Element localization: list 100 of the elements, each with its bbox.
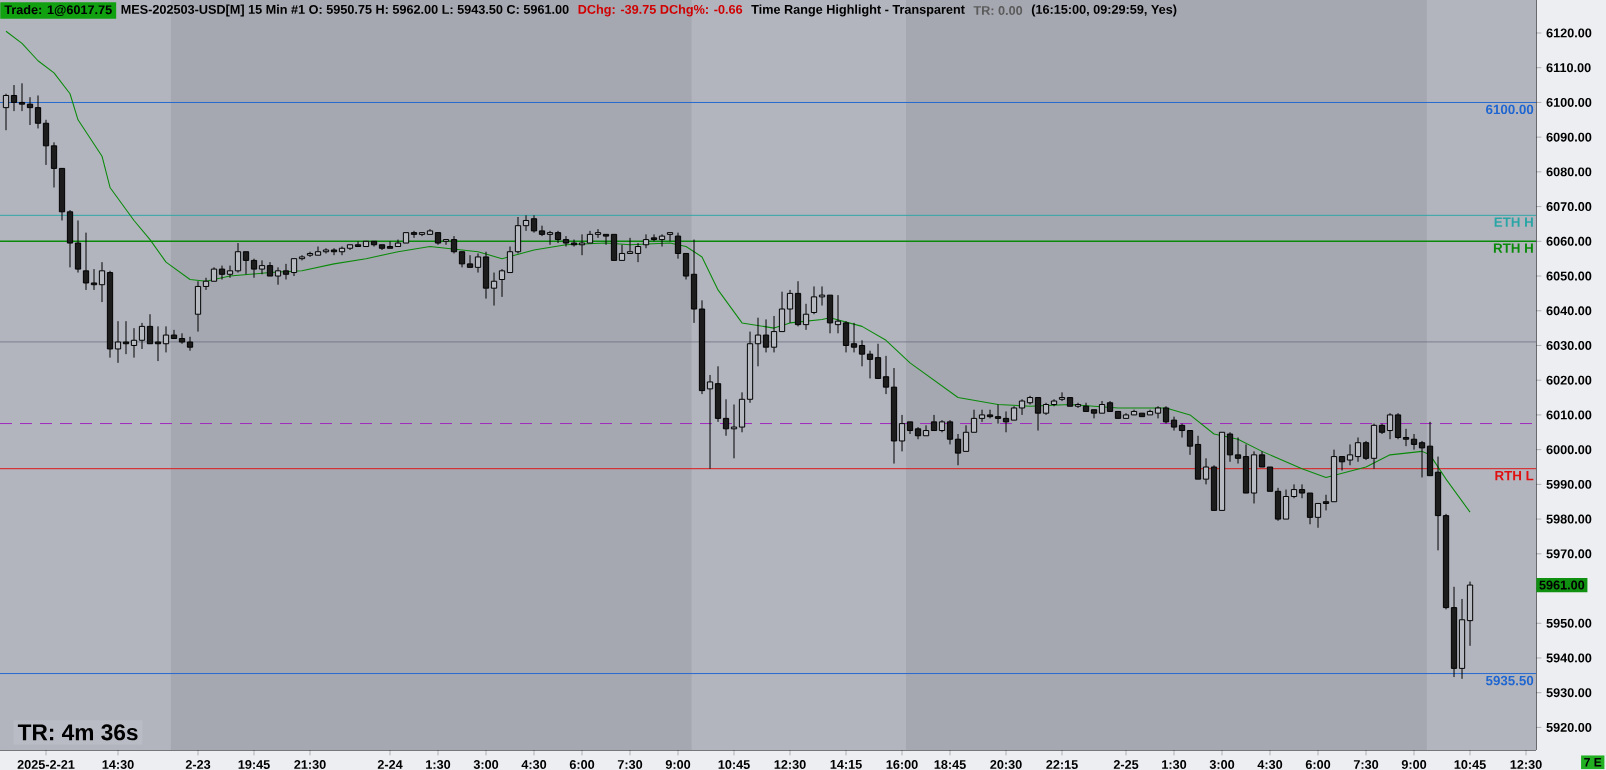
candlestick bbox=[1018, 398, 1026, 416]
candlestick bbox=[1074, 402, 1082, 409]
candlestick bbox=[122, 320, 130, 355]
candlestick bbox=[194, 280, 202, 333]
y-tick-label: 6080.00 bbox=[1546, 167, 1592, 177]
candlestick bbox=[850, 322, 858, 353]
candlestick bbox=[1290, 483, 1298, 499]
candlestick bbox=[714, 365, 722, 423]
candlestick bbox=[1370, 423, 1378, 470]
x-tick-label: 14:30 bbox=[102, 760, 134, 770]
candlestick bbox=[946, 419, 954, 445]
candlestick bbox=[514, 216, 522, 254]
candlestick bbox=[1402, 428, 1410, 447]
candlestick bbox=[546, 230, 554, 246]
x-tick-label: 14:15 bbox=[830, 760, 862, 769]
candlestick bbox=[130, 327, 138, 359]
annotation: DChg: -39.75 DChg%: -0.66 bbox=[578, 4, 743, 17]
candlestick bbox=[498, 268, 506, 298]
y-tick-label: 6090.00 bbox=[1546, 132, 1592, 142]
candlestick bbox=[762, 318, 770, 353]
candlestick bbox=[258, 259, 266, 275]
candlestick bbox=[690, 239, 698, 324]
candlestick bbox=[1002, 410, 1010, 433]
candlestick bbox=[298, 254, 306, 261]
x-tick-label: 10:45 bbox=[1454, 760, 1486, 769]
x-tick-label: 1:30 bbox=[426, 760, 451, 770]
y-tick-label: 5950.00 bbox=[1546, 618, 1592, 628]
x-tick-label: 19:45 bbox=[238, 760, 270, 769]
candlestick bbox=[282, 263, 290, 280]
ref-line-label: RTH H bbox=[1493, 243, 1533, 253]
candlestick bbox=[202, 277, 210, 291]
candlestick bbox=[138, 322, 146, 350]
ref-line-label: ETH H bbox=[1494, 217, 1533, 227]
candlestick bbox=[162, 325, 170, 353]
candlestick bbox=[978, 409, 986, 423]
candlestick bbox=[1354, 436, 1362, 463]
y-tick-label: 5940.00 bbox=[1546, 653, 1592, 663]
candlestick bbox=[994, 404, 1002, 425]
candlestick bbox=[562, 235, 570, 248]
candlestick bbox=[1450, 586, 1458, 678]
candlestick bbox=[1322, 494, 1330, 511]
candlestick bbox=[450, 235, 458, 254]
ref-line-label: RTH L bbox=[1495, 471, 1534, 481]
x-tick-label: 3:00 bbox=[1209, 760, 1235, 770]
x-tick-label: 7:30 bbox=[617, 760, 643, 770]
x-tick-label: 4:30 bbox=[521, 760, 547, 770]
candlestick bbox=[1346, 443, 1354, 466]
y-tick-label: 6070.00 bbox=[1546, 202, 1592, 212]
x-tick-label: 2-25 bbox=[1113, 760, 1139, 769]
candlestick bbox=[1466, 581, 1474, 647]
candlestick bbox=[186, 336, 194, 352]
candlestick bbox=[594, 228, 602, 239]
x-tick-label: 16:00 bbox=[886, 760, 918, 769]
candlestick bbox=[1394, 412, 1402, 440]
candlestick bbox=[858, 339, 866, 367]
y-tick-label: 6010.00 bbox=[1546, 410, 1592, 420]
x-tick-label: 6:00 bbox=[569, 760, 595, 769]
candlestick bbox=[1298, 483, 1306, 499]
candlestick bbox=[818, 285, 826, 307]
candlestick bbox=[322, 247, 330, 254]
x-tick-label: 2-23 bbox=[185, 760, 211, 770]
candlestick bbox=[522, 214, 530, 232]
candlestick bbox=[730, 404, 738, 459]
candlestick bbox=[226, 265, 234, 279]
x-tick-label: 7:30 bbox=[1353, 760, 1379, 770]
candlestick bbox=[1434, 456, 1442, 551]
candlestick bbox=[106, 270, 114, 359]
y-tick-label: 6030.00 bbox=[1546, 340, 1592, 350]
ref-line-label: 5935.50 bbox=[1485, 675, 1534, 686]
candlestick bbox=[570, 239, 578, 248]
candlestick bbox=[178, 332, 186, 345]
y-tick-label: 6050.00 bbox=[1546, 271, 1592, 281]
candlestick bbox=[1042, 402, 1050, 416]
candlestick bbox=[1170, 416, 1178, 432]
y-tick-label: 5930.00 bbox=[1546, 688, 1592, 698]
x-tick-label: 12:30 bbox=[774, 760, 806, 770]
candlestick bbox=[890, 367, 898, 465]
candlestick bbox=[18, 82, 26, 112]
candlestick bbox=[1250, 450, 1258, 504]
y-tick-label: 6100.00 bbox=[1546, 97, 1592, 107]
candlestick bbox=[1050, 398, 1058, 407]
candlestick bbox=[770, 315, 778, 353]
annotation: Time Range Highlight - Transparent bbox=[751, 4, 965, 17]
y-tick-label: 5990.00 bbox=[1546, 479, 1592, 489]
y-tick-label: 5980.00 bbox=[1546, 514, 1592, 524]
candlestick bbox=[482, 251, 490, 300]
candlestick bbox=[1162, 405, 1170, 425]
candlestick bbox=[634, 242, 642, 263]
x-tick-label: 18:45 bbox=[934, 760, 966, 769]
x-tick-label: 3:00 bbox=[473, 760, 499, 770]
annotation: TR: 4m 36s bbox=[17, 724, 138, 741]
x-tick-label: 21:30 bbox=[294, 760, 326, 770]
candlestick bbox=[1386, 412, 1394, 440]
candlestick bbox=[530, 214, 538, 234]
candlestick bbox=[738, 391, 746, 433]
text: 7 E bbox=[1584, 758, 1602, 767]
candlestick bbox=[1362, 440, 1370, 461]
candlestick bbox=[658, 233, 666, 248]
x-tick-label: 2-24 bbox=[377, 760, 403, 769]
candlestick bbox=[1026, 395, 1034, 405]
